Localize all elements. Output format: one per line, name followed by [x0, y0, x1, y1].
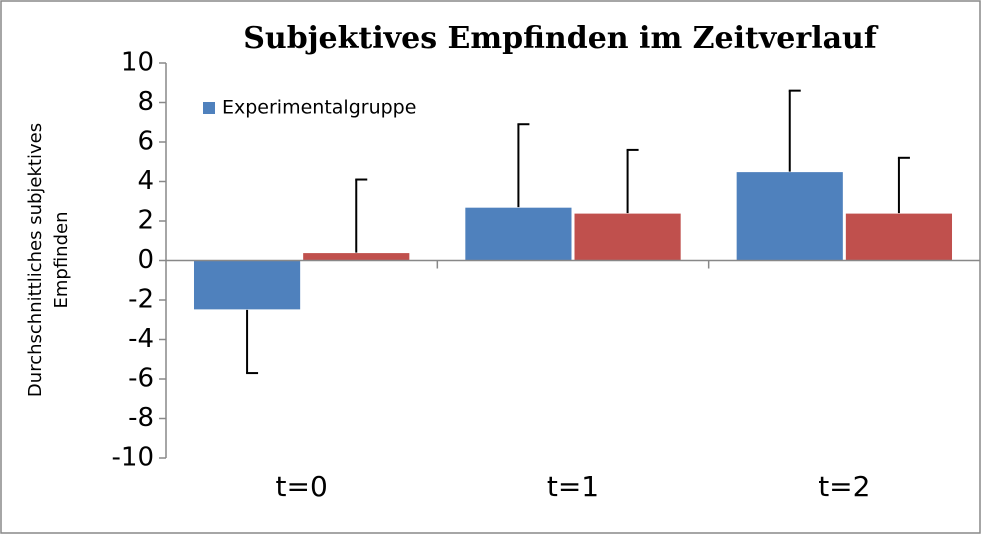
- y-tick-label: -6: [128, 364, 154, 394]
- y-tick-label: 8: [137, 87, 154, 117]
- bar: [464, 206, 573, 262]
- legend-label: Experimentalgruppe: [222, 97, 416, 119]
- x-tick-label: t=2: [818, 470, 870, 503]
- chart-title: Subjektives Empfinden im Zeitverlauf: [243, 21, 879, 56]
- x-tick-label: t=0: [276, 470, 328, 503]
- bar: [192, 260, 302, 311]
- y-tick-label: 10: [121, 48, 154, 78]
- legend-swatch: [203, 102, 215, 114]
- bar: [844, 212, 954, 262]
- y-tick-label: -4: [128, 324, 154, 354]
- y-tick-label: -2: [128, 285, 154, 315]
- y-tick-label: 6: [137, 127, 154, 157]
- y-axis-label: Durchschnittliches subjektives: [25, 123, 46, 397]
- y-axis-label: Empfinden: [51, 212, 72, 309]
- bar: [735, 171, 844, 261]
- bar: [302, 252, 411, 262]
- y-tick-label: -10: [112, 443, 154, 473]
- bar: [573, 212, 682, 262]
- y-tick-label: -8: [128, 403, 154, 433]
- x-tick-label: t=1: [547, 470, 599, 503]
- y-tick-label: 0: [137, 245, 154, 275]
- y-tick-label: 4: [137, 166, 154, 196]
- y-tick-label: 2: [137, 206, 154, 236]
